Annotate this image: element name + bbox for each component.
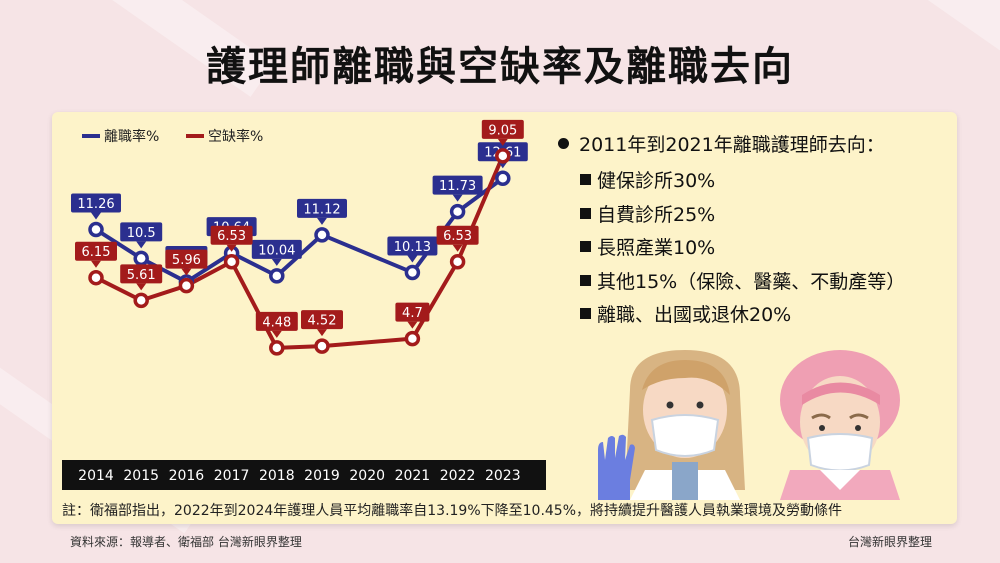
footnote: 註：衛福部指出，2022年到2024年護理人員平均離職率自13.19%下降至10… — [62, 503, 843, 519]
data-label: 11.12 — [297, 198, 347, 225]
data-label-text: 4.7 — [402, 306, 423, 321]
data-label: 10.5 — [120, 222, 163, 249]
nurses-illustration-icon — [598, 350, 900, 500]
line-chart: 離職率%空缺率% 11.2610.59.8810.6410.0411.1210.… — [62, 119, 546, 490]
data-point — [404, 264, 421, 281]
data-label-text: 6.15 — [82, 245, 111, 260]
data-label-text: 9.05 — [488, 123, 517, 138]
x-tick-label: 2019 — [304, 468, 340, 484]
data-point — [88, 221, 104, 238]
data-point — [133, 250, 149, 267]
bullet-dot-icon — [558, 138, 569, 149]
x-tick-label: 2022 — [440, 468, 476, 484]
data-label-text: 4.48 — [262, 315, 291, 330]
legend-label: 空缺率% — [208, 128, 263, 145]
data-point — [269, 268, 285, 284]
data-label: 10.04 — [251, 239, 302, 266]
data-label-text: 4.52 — [308, 314, 337, 329]
x-tick-label: 2016 — [169, 468, 205, 484]
destination-item: 其他15%（保險、醫藥、不動產等） — [580, 266, 958, 300]
destination-item: 健保診所30% — [580, 165, 958, 199]
data-source: 資料來源：報導者、衛福部 台灣新眼界整理 — [70, 535, 302, 549]
data-label: 5.61 — [120, 264, 163, 291]
data-label-text: 5.61 — [127, 268, 156, 283]
x-tick-label: 2021 — [395, 468, 431, 484]
data-label: 5.96 — [165, 249, 208, 276]
data-label: 4.7 — [395, 302, 430, 329]
x-tick-label: 2020 — [349, 468, 385, 484]
data-label-text: 10.5 — [127, 226, 156, 241]
data-point — [269, 340, 285, 356]
x-axis: 2014 2015 2016 2017 2018 2019 2020 2021 2022 2023 — [62, 460, 546, 490]
destination-item: 自費診所25% — [580, 199, 958, 233]
data-label-text: 6.53 — [443, 229, 472, 244]
data-point — [449, 253, 466, 270]
legend-label: 離職率% — [104, 128, 159, 145]
data-point — [88, 269, 104, 286]
x-tick-label: 2018 — [259, 468, 295, 484]
x-tick-label: 2023 — [485, 468, 521, 484]
data-point — [133, 292, 149, 309]
square-bullet-icon — [580, 308, 591, 319]
data-point — [449, 203, 466, 220]
data-point — [223, 253, 240, 270]
x-tick-label: 2017 — [214, 468, 250, 484]
data-point — [314, 338, 330, 354]
destination-item: 長照產業10% — [580, 232, 958, 266]
data-label: 6.53 — [436, 225, 479, 252]
data-label-text: 10.13 — [394, 240, 431, 255]
data-label-text: 11.26 — [77, 197, 114, 212]
data-label: 4.48 — [255, 311, 298, 338]
page-title: 護理師離職與空缺率及離職去向 — [206, 44, 794, 90]
square-bullet-icon — [580, 174, 591, 185]
credit-text: 台灣新眼界整理 — [847, 535, 932, 549]
data-point — [404, 330, 421, 347]
destination-list: 2011年到2021年離職護理師去向： 健保診所30% 自費診所25% 長照產業… — [558, 130, 958, 333]
data-point — [178, 277, 195, 294]
data-label-text: 11.73 — [439, 179, 476, 194]
data-point — [314, 227, 330, 243]
data-label: 9.05 — [481, 119, 524, 146]
data-label-text: 6.53 — [217, 229, 246, 244]
data-label: 11.26 — [71, 193, 121, 220]
data-label-text: 11.12 — [303, 202, 340, 217]
data-label: 4.52 — [301, 310, 343, 337]
x-tick-label: 2014 — [78, 468, 114, 484]
square-bullet-icon — [580, 274, 591, 286]
destination-title: 2011年到2021年離職護理師去向： — [558, 130, 958, 157]
square-bullet-icon — [580, 207, 591, 219]
x-axis-band — [62, 460, 546, 490]
data-label: 10.13 — [387, 236, 438, 263]
chart-legend: 離職率% 空缺率% — [82, 128, 263, 145]
x-tick-label: 2015 — [123, 468, 159, 484]
data-label-text: 5.96 — [172, 253, 201, 268]
data-label: 6.15 — [75, 241, 117, 268]
destination-item: 離職、出國或退休20% — [580, 299, 958, 333]
data-point — [495, 148, 511, 164]
data-point — [495, 170, 511, 186]
data-label: 11.73 — [432, 175, 483, 202]
data-label-text: 10.04 — [258, 243, 295, 258]
square-bullet-icon — [580, 241, 591, 252]
data-label: 6.53 — [210, 225, 253, 252]
